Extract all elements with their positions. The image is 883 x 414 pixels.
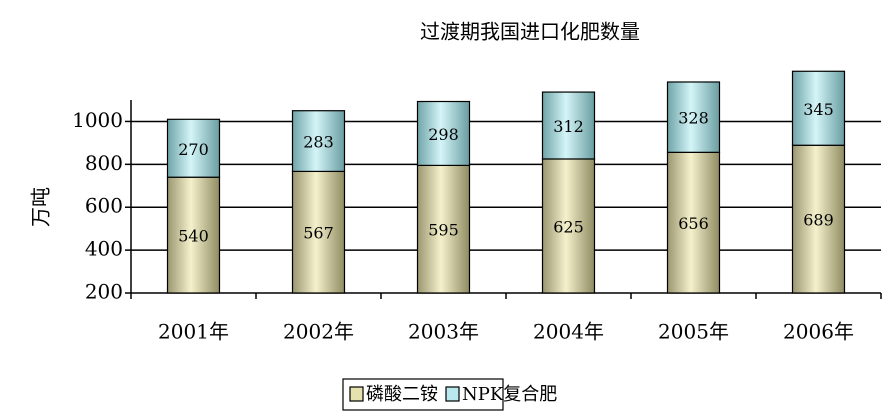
bar-segment	[791, 144, 846, 294]
bar-segment	[666, 151, 721, 294]
x-tick-label: 2005年	[658, 320, 729, 344]
legend-swatch	[349, 386, 364, 402]
data-label: 328	[678, 109, 709, 128]
legend-label: 磷酸二铵	[366, 384, 438, 405]
x-tick-label: 2006年	[783, 320, 854, 344]
chart-title: 过渡期我国进口化肥数量	[420, 20, 640, 44]
data-label: 283	[303, 133, 334, 152]
bar-segment	[791, 70, 846, 146]
data-label: 312	[553, 117, 584, 136]
y-tick-label: 600	[85, 194, 123, 218]
data-label: 540	[178, 227, 209, 246]
y-tick-label: 200	[85, 280, 123, 304]
bar-segment	[291, 110, 346, 173]
x-tick-label: 2004年	[533, 320, 604, 344]
x-tick-label: 2003年	[408, 320, 479, 344]
bar-segment	[666, 81, 721, 153]
bar-segment	[416, 100, 471, 167]
x-tick-label: 2002年	[283, 320, 354, 344]
y-tick-label: 1000	[72, 108, 123, 132]
legend-box	[342, 378, 504, 411]
data-label: 345	[803, 100, 834, 119]
data-label: 270	[178, 140, 209, 159]
data-label: 656	[678, 214, 709, 233]
data-label: 298	[428, 125, 459, 144]
x-tick-label: 2001年	[158, 320, 229, 344]
data-label: 595	[428, 221, 459, 240]
data-label: 689	[803, 211, 834, 230]
bar-segment	[166, 118, 221, 178]
y-tick-label: 400	[85, 237, 123, 261]
bar-segment	[541, 158, 596, 294]
data-label: 625	[553, 217, 584, 236]
bar-segment	[541, 91, 596, 160]
legend-swatch	[445, 386, 460, 402]
y-axis-label: 万吨	[29, 187, 53, 227]
y-tick-label: 800	[85, 151, 123, 175]
data-label: 567	[303, 224, 334, 243]
bar-segment	[416, 164, 471, 294]
legend-label: NPK复合肥	[462, 384, 557, 405]
